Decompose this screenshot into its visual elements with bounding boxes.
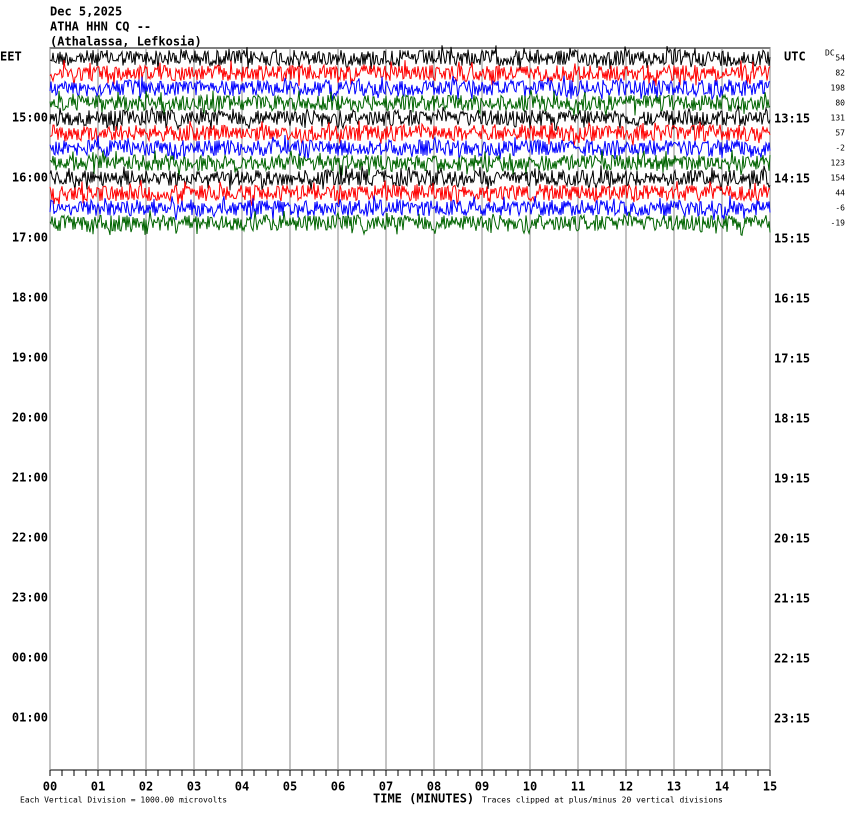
left-time: 20:00 [12,411,48,425]
left-time: 18:00 [12,291,48,305]
left-time: 21:00 [12,471,48,485]
x-tick-label: 04 [235,780,249,794]
x-tick-label: 01 [91,780,105,794]
dc-offset: 57 [835,129,845,138]
dc-offset: 123 [831,159,846,168]
right-time: 16:15 [774,292,810,306]
left-time: 15:00 [12,111,48,125]
left-zone: EET [0,50,22,64]
left-time: 23:00 [12,591,48,605]
dc-offset: -6 [835,204,845,213]
trace [49,210,771,237]
right-time: 20:15 [774,532,810,546]
x-tick-label: 08 [427,780,441,794]
trace [49,134,771,161]
dc-offset: 44 [835,189,845,198]
right-time: 15:15 [774,232,810,246]
right-time: 17:15 [774,352,810,366]
x-tick-label: 00 [43,780,57,794]
trace [49,45,771,71]
trace [49,149,771,176]
trace [49,179,771,206]
right-time: 14:15 [774,172,810,186]
left-time: 16:00 [12,171,48,185]
right-time: 19:15 [774,472,810,486]
trace [49,90,771,116]
date: Dec 5,2025 [50,5,122,19]
left-time: 01:00 [12,711,48,725]
left-time: 22:00 [12,531,48,545]
dc-offset: -2 [835,144,845,153]
x-tick-label: 06 [331,780,345,794]
trace [49,75,771,101]
right-time: 23:15 [774,712,810,726]
dc-offset: 131 [831,114,846,123]
left-time: 17:00 [12,231,48,245]
right-time: 21:15 [774,592,810,606]
trace [49,165,771,191]
dc-offset: 154 [831,174,846,183]
dc-offset: 82 [835,69,845,78]
x-tick-label: 09 [475,780,489,794]
trace [49,105,771,132]
x-tick-label: 05 [283,780,297,794]
trace [49,195,771,221]
x-tick-label: 15 [763,780,777,794]
x-axis-label: TIME (MINUTES) [373,792,474,806]
footer-left: Each Vertical Division = 1000.00 microvo… [20,796,227,805]
location: (Athalassa, Lefkosia) [50,35,202,49]
right-zone: UTC [784,50,806,64]
right-time: 18:15 [774,412,810,426]
dc-heading: DC [825,49,835,58]
right-time: 13:15 [774,112,810,126]
trace [49,120,771,146]
dc-offset: 54 [835,54,845,63]
dc-offset: -19 [831,219,846,228]
x-tick-label: 13 [667,780,681,794]
dc-offset: 80 [835,99,845,108]
x-tick-label: 12 [619,780,633,794]
x-tick-label: 11 [571,780,585,794]
footer-right: Traces clipped at plus/minus 20 vertical… [482,796,723,805]
left-time: 00:00 [12,651,48,665]
x-tick-label: 10 [523,780,537,794]
x-tick-label: 03 [187,780,201,794]
x-tick-label: 14 [715,780,729,794]
dc-offset: 198 [831,84,846,93]
station: ATHA HHN CQ -- [50,20,151,34]
x-tick-label: 07 [379,780,393,794]
plot-frame [49,47,771,771]
left-time: 19:00 [12,351,48,365]
trace [49,60,771,86]
x-tick-label: 02 [139,780,153,794]
right-time: 22:15 [774,652,810,666]
